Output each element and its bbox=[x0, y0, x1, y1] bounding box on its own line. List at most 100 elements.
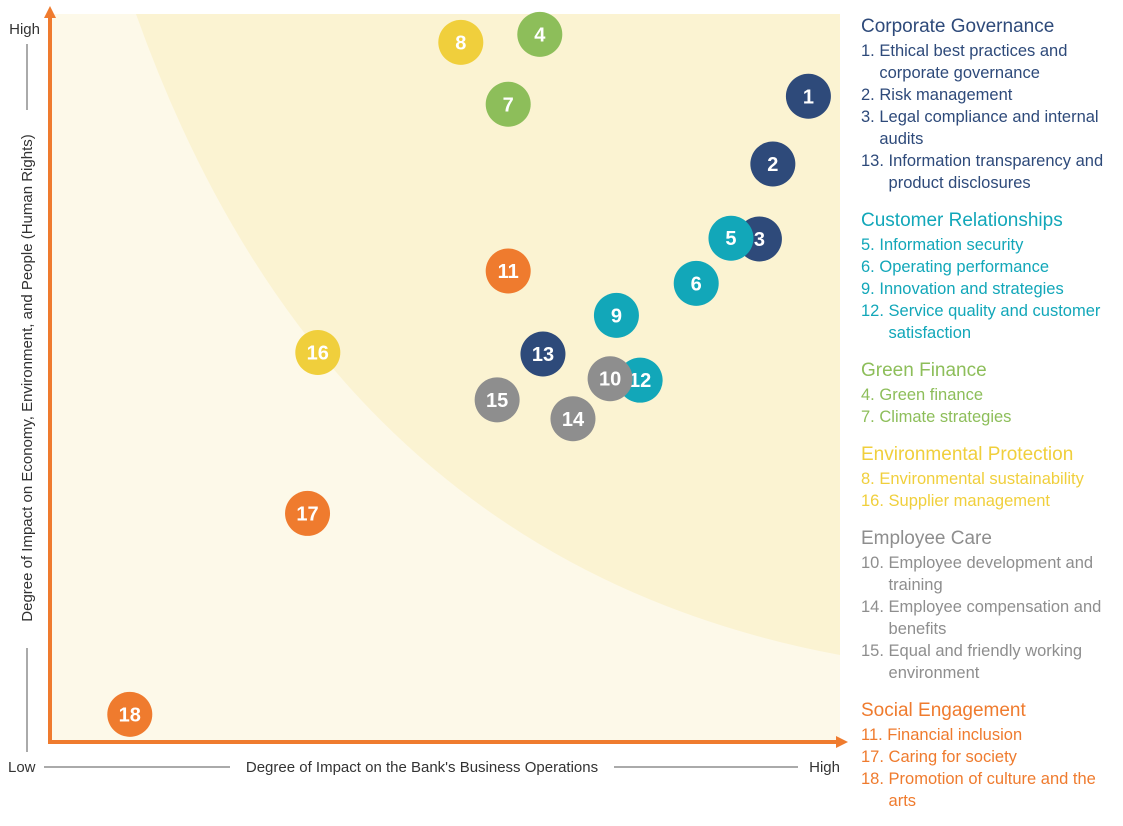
legend-item-text: Climate strategies bbox=[879, 408, 1012, 426]
legend-item-number: 10. bbox=[861, 554, 889, 572]
legend-item: 15. Equal and friendly working environme… bbox=[861, 640, 1119, 684]
bubble-label: 17 bbox=[296, 503, 318, 525]
legend-item: 6. Operating performance bbox=[861, 256, 1119, 278]
legend-item-number: 3. bbox=[861, 108, 880, 126]
bubble-15: 15 bbox=[474, 377, 520, 423]
materiality-chart: High Low High Degree of Impact on the Ba… bbox=[8, 6, 848, 776]
legend-item: 13. Information transparency and product… bbox=[861, 150, 1119, 194]
y-axis-arrow bbox=[44, 6, 56, 18]
legend-category-title: Customer Relationships bbox=[861, 210, 1063, 231]
bubble-circle bbox=[485, 81, 531, 127]
legend-item-number: 7. bbox=[861, 408, 880, 426]
legend-category: Customer Relationships 5. Information sec… bbox=[861, 208, 1119, 344]
legend-item: 11. Financial inclusion bbox=[861, 724, 1119, 746]
y-high-label: High bbox=[9, 21, 40, 38]
bubble-5: 5 bbox=[708, 215, 754, 261]
bubble-label: 14 bbox=[562, 409, 585, 431]
bubble-9: 9 bbox=[593, 292, 639, 338]
bubble-label: 9 bbox=[611, 305, 622, 327]
bubble-label: 11 bbox=[498, 261, 519, 283]
legend-item-text: Green finance bbox=[879, 386, 984, 404]
legend-item-number: 5. bbox=[861, 236, 880, 254]
x-low-label: Low bbox=[8, 759, 36, 776]
legend: Corporate Governance 1. Ethical best prac… bbox=[861, 14, 1119, 826]
bubble-circle bbox=[438, 19, 484, 65]
legend-item: 2. Risk management bbox=[861, 84, 1119, 106]
bubble-13: 13 bbox=[520, 331, 566, 377]
legend-item-text: Financial inclusion bbox=[887, 726, 1023, 744]
legend-item-text: Employee development and training bbox=[888, 554, 1094, 594]
bubble-circle bbox=[485, 248, 531, 294]
legend-item-text: Environmental sustainability bbox=[879, 470, 1084, 488]
legend-item-text: Equal and friendly working environment bbox=[888, 642, 1083, 682]
bubble-label: 8 bbox=[455, 32, 466, 54]
x-axis-arrow bbox=[836, 736, 848, 748]
legend-category: Environmental Protection 8. Environmental… bbox=[861, 442, 1119, 512]
bubble-2: 2 bbox=[750, 141, 796, 187]
bubble-circle bbox=[474, 377, 520, 423]
bubble-circle bbox=[295, 330, 341, 376]
bubble-label: 10 bbox=[599, 369, 621, 391]
legend-item-text: Ethical best practices and corporate gov… bbox=[879, 42, 1068, 82]
bubble-16: 16 bbox=[295, 330, 341, 376]
legend-item-text: Supplier management bbox=[888, 492, 1050, 510]
bubble-11: 11 bbox=[485, 248, 531, 294]
bubble-circle bbox=[785, 73, 831, 119]
bubble-label: 4 bbox=[534, 24, 546, 46]
y-axis-title: Degree of Impact on Economy, Environment… bbox=[19, 134, 36, 621]
legend-item-text: Caring for society bbox=[888, 748, 1017, 766]
legend-item-text: Employee compensation and benefits bbox=[888, 598, 1102, 638]
legend-item: 3. Legal compliance and internal audits bbox=[861, 106, 1119, 150]
legend-item: 12. Service quality and customer satisfa… bbox=[861, 300, 1119, 344]
legend-item-number: 4. bbox=[861, 386, 880, 404]
legend-category: Employee Care 10. Employee development an… bbox=[861, 526, 1119, 684]
bubble-circle bbox=[750, 141, 796, 187]
legend-category-title: Corporate Governance bbox=[861, 16, 1055, 37]
legend-item: 5. Information security bbox=[861, 234, 1119, 256]
legend-item-text: Information transparency and product dis… bbox=[888, 152, 1104, 192]
bubble-8: 8 bbox=[438, 19, 484, 65]
legend-item: 9. Innovation and strategies bbox=[861, 278, 1119, 300]
bubble-label: 13 bbox=[532, 344, 554, 366]
bubble-label: 7 bbox=[503, 94, 514, 116]
legend-category: Green Finance 4. Green finance 7. Climate … bbox=[861, 358, 1119, 428]
bubble-7: 7 bbox=[485, 81, 531, 127]
legend-item: 10. Employee development and training bbox=[861, 552, 1119, 596]
bubble-label: 16 bbox=[307, 343, 329, 365]
legend-item: 17. Caring for society bbox=[861, 746, 1119, 768]
bubble-6: 6 bbox=[673, 260, 719, 306]
x-high-label: High bbox=[809, 759, 840, 776]
bubble-circle bbox=[520, 331, 566, 377]
legend-item-text: Innovation and strategies bbox=[879, 280, 1064, 298]
bubble-17: 17 bbox=[285, 490, 331, 536]
legend-item-number: 18. bbox=[861, 770, 889, 788]
legend-item: 18. Promotion of culture and the arts bbox=[861, 768, 1119, 812]
bubble-circle bbox=[673, 260, 719, 306]
legend-item-text: Information security bbox=[879, 236, 1024, 254]
legend-item: 1. Ethical best practices and corporate … bbox=[861, 40, 1119, 84]
legend-category-title: Social Engagement bbox=[861, 700, 1026, 721]
bubble-circle bbox=[107, 691, 153, 737]
x-axis-title: Degree of Impact on the Bank's Business … bbox=[246, 759, 598, 776]
bubble-label: 18 bbox=[119, 704, 141, 726]
legend-category: Social Engagement 11. Financial inclusion… bbox=[861, 698, 1119, 812]
high-materiality-zone bbox=[136, 14, 840, 655]
legend-item-number: 16. bbox=[861, 492, 889, 510]
legend-category-title: Green Finance bbox=[861, 360, 987, 381]
legend-category: Corporate Governance 1. Ethical best prac… bbox=[861, 14, 1119, 194]
bubble-circle bbox=[587, 356, 633, 402]
bubble-circle bbox=[593, 292, 639, 338]
legend-item: 14. Employee compensation and benefits bbox=[861, 596, 1119, 640]
legend-item: 16. Supplier management bbox=[861, 490, 1119, 512]
legend-item-number: 14. bbox=[861, 598, 889, 616]
legend-item-number: 12. bbox=[861, 302, 889, 320]
legend-item-number: 15. bbox=[861, 642, 889, 660]
bubble-circle bbox=[708, 215, 754, 261]
legend-item: 7. Climate strategies bbox=[861, 406, 1119, 428]
bubble-4: 4 bbox=[517, 11, 563, 57]
legend-item-number: 11. bbox=[861, 726, 888, 744]
legend-item-number: 2. bbox=[861, 86, 880, 104]
legend-item-text: Risk management bbox=[879, 86, 1013, 104]
legend-item: 8. Environmental sustainability bbox=[861, 468, 1119, 490]
